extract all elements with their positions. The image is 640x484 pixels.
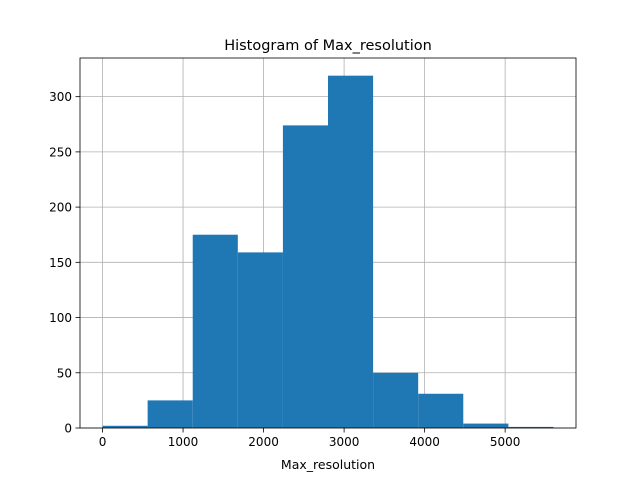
y-tick-label: 100 (49, 311, 72, 325)
x-tick-label: 4000 (409, 435, 440, 449)
y-tick-label: 300 (49, 90, 72, 104)
histogram-bar (102, 425, 148, 428)
histogram-bar (463, 423, 509, 428)
histogram-bar (147, 400, 193, 428)
y-tick-label: 50 (57, 366, 72, 380)
y-tick-label: 200 (49, 201, 72, 215)
y-tick-label: 250 (49, 145, 72, 159)
x-tick-label: 0 (99, 435, 107, 449)
histogram-bar (418, 393, 464, 428)
y-tick-label: 150 (49, 256, 72, 270)
bars-layer (102, 75, 554, 429)
axes-layer (79, 57, 577, 429)
histogram-bar (328, 75, 374, 429)
chart-title: Histogram of Max_resolution (224, 38, 432, 54)
histogram-bar (508, 426, 554, 428)
histogram-bar (237, 252, 283, 428)
axes-frame (79, 57, 577, 429)
x-axis-label: Max_resolution (281, 457, 375, 472)
histogram-bar (373, 372, 419, 428)
x-tick-label: 3000 (329, 435, 360, 449)
x-tick-label: 5000 (490, 435, 521, 449)
histogram-bar (282, 125, 328, 428)
ticks-layer: 0 1000 2000 3000 4000 5000 0 50 100 150 200 250 300 (49, 90, 520, 449)
y-tick-label: 0 (64, 422, 72, 436)
histogram-bar (192, 234, 238, 428)
x-tick-label: 1000 (168, 435, 199, 449)
x-tick-label: 2000 (248, 435, 279, 449)
